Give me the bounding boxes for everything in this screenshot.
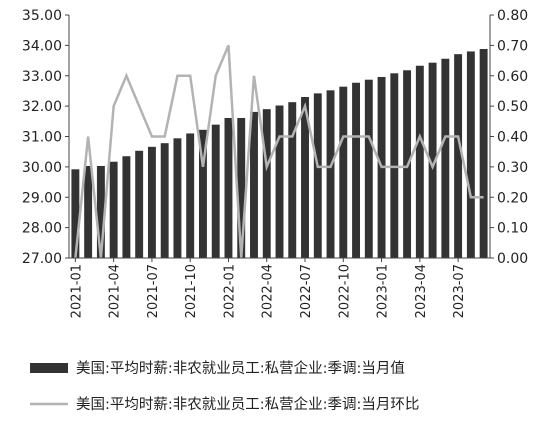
bar-2023-07 — [454, 54, 462, 258]
x-tick-label: 2023-04 — [414, 264, 429, 318]
x-tick-label: 2022-01 — [222, 264, 237, 318]
bar-2021-10 — [186, 133, 194, 258]
left-tick-label: 28.00 — [22, 221, 62, 237]
bar-2022-12 — [365, 80, 373, 258]
bars-layer — [71, 49, 487, 258]
x-tick-label: 2021-07 — [146, 264, 161, 318]
x-tick-label: 2021-01 — [69, 264, 84, 318]
left-axis-ticks: 27.00 28.00 29.00 30.00 31.00 32.00 33.00 34.00… — [22, 8, 69, 267]
legend-label-line: 美国:平均时薪:非农就业员工:私营企业:季调:当月环比 — [76, 395, 419, 413]
bar-2022-05 — [276, 106, 284, 258]
bar-2021-01 — [71, 169, 79, 258]
bar-2023-06 — [441, 59, 449, 258]
left-tick-label: 32.00 — [22, 99, 62, 115]
bar-2021-06 — [135, 151, 143, 258]
bar-2023-04 — [416, 66, 424, 258]
bar-2021-08 — [161, 143, 169, 258]
bar-2021-07 — [148, 147, 156, 258]
bar-2023-09 — [480, 49, 488, 258]
bar-2023-08 — [467, 51, 475, 258]
right-axis-ticks: 0.00 0.10 0.20 0.30 0.40 0.50 0.60 0.70 0.80 — [490, 8, 528, 267]
bar-2022-10 — [339, 87, 347, 258]
bar-2021-09 — [173, 138, 181, 258]
x-tick-label: 2023-01 — [376, 264, 391, 318]
right-tick-label: 0.70 — [497, 38, 528, 54]
bar-2021-12 — [212, 125, 220, 258]
left-tick-label: 34.00 — [22, 38, 62, 54]
bar-2022-01 — [225, 118, 233, 258]
bar-2021-05 — [122, 156, 130, 258]
bar-2021-02 — [84, 166, 92, 258]
right-tick-label: 0.40 — [497, 130, 528, 146]
left-tick-label: 27.00 — [22, 251, 62, 267]
x-axis-ticks: 2021-01 2021-04 2021-07 2021-10 2022-01 2022-… — [69, 258, 467, 318]
right-tick-label: 0.00 — [497, 251, 528, 267]
x-tick-label: 2022-04 — [261, 264, 276, 318]
bar-2022-09 — [327, 90, 335, 258]
legend: 美国:平均时薪:非农就业员工:私营企业:季调:当月值 美国:平均时薪:非农就业员… — [30, 359, 419, 413]
right-tick-label: 0.50 — [497, 99, 528, 115]
bar-2022-02 — [237, 118, 245, 258]
left-tick-label: 29.00 — [22, 190, 62, 206]
bar-2022-08 — [314, 93, 322, 258]
x-tick-label: 2023-07 — [452, 264, 467, 318]
left-tick-label: 31.00 — [22, 130, 62, 146]
bar-2022-06 — [288, 102, 296, 258]
left-tick-label: 35.00 — [22, 8, 62, 24]
bar-2022-04 — [263, 109, 271, 258]
right-tick-label: 0.10 — [497, 221, 528, 237]
legend-label-bar: 美国:平均时薪:非农就业员工:私营企业:季调:当月值 — [76, 359, 405, 377]
bar-2022-03 — [250, 112, 258, 258]
bar-2022-11 — [352, 83, 360, 258]
x-tick-label: 2022-10 — [337, 264, 352, 318]
right-tick-label: 0.30 — [497, 160, 528, 176]
x-tick-label: 2021-04 — [108, 264, 123, 318]
right-tick-label: 0.80 — [497, 8, 528, 24]
right-tick-label: 0.60 — [497, 69, 528, 85]
bar-2021-04 — [110, 162, 118, 258]
legend-swatch-bar — [30, 363, 68, 373]
x-tick-label: 2021-10 — [184, 264, 199, 318]
x-tick-label: 2022-07 — [299, 264, 314, 318]
right-tick-label: 0.20 — [497, 190, 528, 206]
left-tick-label: 30.00 — [22, 160, 62, 176]
left-tick-label: 33.00 — [22, 69, 62, 85]
